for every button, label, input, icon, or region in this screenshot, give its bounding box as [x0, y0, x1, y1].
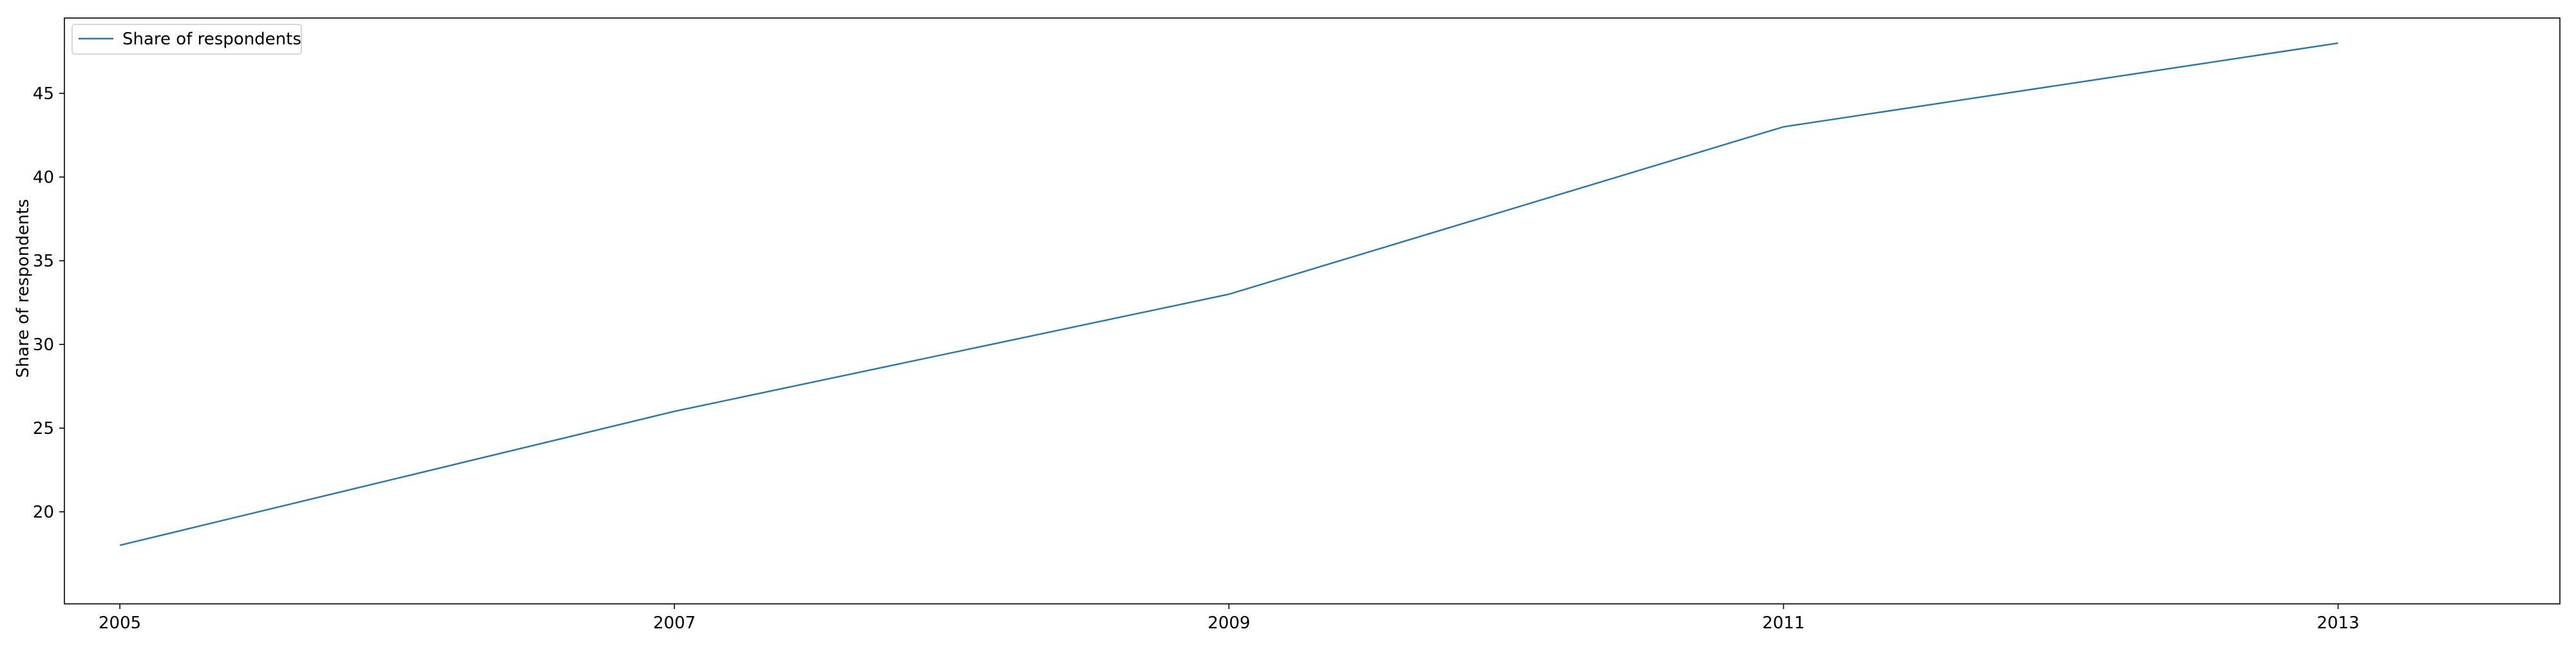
x-tick-label: 2005	[99, 614, 141, 633]
y-tick-label: 20	[33, 503, 54, 522]
y-tick-label: 30	[33, 335, 54, 355]
legend: Share of respondents	[71, 24, 302, 55]
x-tick-label: 2011	[1762, 614, 1804, 633]
series-line-share-of-respondents	[119, 42, 2338, 547]
x-tick-label: 2009	[1208, 614, 1250, 633]
x-tick-label: 2007	[653, 614, 696, 633]
x-tick-label: 2013	[2316, 614, 2359, 633]
y-tick-label: 25	[33, 419, 54, 438]
y-tick-label: 45	[33, 84, 54, 104]
y-axis-ticks: 20 25 30 35 40 45	[33, 84, 64, 522]
plot-frame	[64, 17, 2561, 605]
legend-box	[71, 24, 302, 55]
legend-label: Share of respondents	[122, 30, 301, 49]
y-tick-label: 40	[33, 168, 54, 187]
y-tick-label: 35	[33, 252, 54, 271]
y-axis-label: Share of respondents	[14, 199, 33, 378]
x-axis-ticks: 2005 2007 2009 2011 2013	[99, 604, 2360, 633]
